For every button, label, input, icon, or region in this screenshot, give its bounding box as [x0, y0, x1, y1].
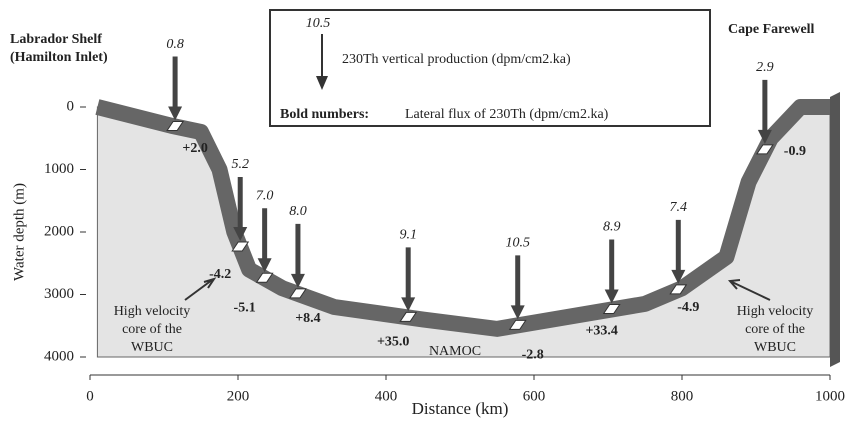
- flux-marker: [231, 241, 250, 252]
- arrow-head: [168, 106, 183, 121]
- annotation: High velocity: [737, 304, 814, 319]
- x-tick-label: 0: [86, 388, 94, 404]
- current-band: [95, 99, 830, 337]
- arrow-head: [401, 297, 416, 312]
- side-wall: [830, 92, 840, 367]
- flux-label: +2.0: [182, 141, 207, 156]
- flux-marker: [289, 288, 307, 299]
- production-label: 0.8: [166, 37, 184, 52]
- y-tick-label: 0: [67, 98, 75, 114]
- pointer-arrow: [184, 277, 217, 301]
- flux-marker: [166, 121, 185, 132]
- production-label: 7.0: [256, 188, 274, 203]
- legend-bold-label: Bold numbers:: [280, 107, 369, 122]
- legend-box: [269, 9, 711, 127]
- arrow-head: [290, 273, 305, 288]
- flux-label: -2.8: [522, 348, 544, 363]
- arrow-head: [757, 129, 772, 144]
- flux-marker: [255, 272, 274, 283]
- y-tick-label: 3000: [44, 286, 74, 302]
- x-tick-label: 800: [671, 388, 694, 404]
- flux-label: -4.2: [209, 267, 231, 282]
- legend-bold-text: Lateral flux of 230Th (dpm/cm2.ka): [405, 107, 609, 122]
- production-label: 2.9: [756, 60, 774, 75]
- arrow-head: [510, 305, 525, 320]
- pointer-arrow: [727, 279, 771, 301]
- flux-marker: [399, 311, 418, 322]
- flux-label: +33.4: [585, 324, 617, 339]
- annotation: NAMOC: [429, 344, 481, 359]
- production-label: 10.5: [505, 236, 530, 251]
- annotation: High velocity: [114, 304, 191, 319]
- arrow-head: [233, 227, 248, 241]
- legend-arrow-head: [316, 76, 328, 90]
- flux-label: -4.9: [677, 300, 699, 315]
- y-tick-label: 4000: [44, 348, 74, 364]
- flux-label: -5.1: [234, 300, 256, 315]
- y-tick-label: 2000: [44, 223, 74, 239]
- legend-text: 230Th vertical production (dpm/cm2.ka): [342, 52, 571, 67]
- y-tick-label: 1000: [44, 161, 74, 177]
- production-label: 7.4: [670, 200, 688, 215]
- annotation: core of the: [122, 322, 182, 337]
- x-tick-label: 400: [375, 388, 398, 404]
- x-axis-label: Distance (km): [412, 399, 509, 418]
- annotation: WBUC: [131, 340, 173, 355]
- legend-sample: 10.5: [306, 16, 331, 31]
- production-label: 8.9: [603, 220, 621, 235]
- y-axis-label: Water depth (m): [11, 183, 27, 281]
- x-tick-label: 200: [227, 388, 250, 404]
- station-label: Cape Farewell: [728, 22, 815, 37]
- annotation: core of the: [745, 322, 805, 337]
- production-label: 5.2: [231, 157, 249, 172]
- arrow-head: [671, 269, 686, 284]
- annotation: WBUC: [754, 340, 796, 355]
- x-tick-label: 600: [523, 388, 546, 404]
- arrow-head: [604, 289, 619, 304]
- station-label: (Hamilton Inlet): [10, 50, 108, 65]
- flux-marker: [602, 304, 621, 314]
- production-label: 9.1: [399, 228, 417, 243]
- flux-label: +35.0: [377, 335, 409, 350]
- station-label: Labrador Shelf: [10, 32, 102, 47]
- arrow-head: [257, 258, 272, 273]
- flux-label: -0.9: [784, 144, 806, 159]
- flux-label: +8.4: [295, 311, 320, 326]
- flux-marker: [508, 319, 527, 330]
- x-tick-label: 1000: [815, 388, 845, 404]
- flux-marker: [669, 284, 688, 295]
- production-label: 8.0: [289, 204, 307, 219]
- flux-marker: [755, 144, 774, 155]
